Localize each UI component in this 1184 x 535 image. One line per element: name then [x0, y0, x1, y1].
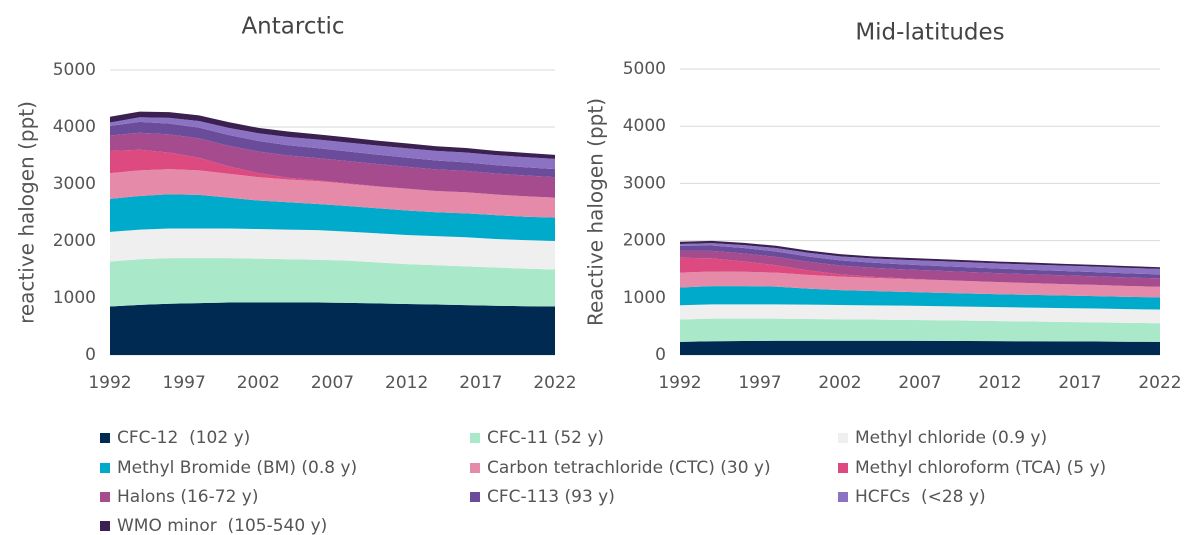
- area: [680, 340, 1160, 355]
- x-tick-label: 1997: [163, 373, 206, 393]
- x-tick-label: 2017: [459, 373, 502, 393]
- legend-label: Methyl chloroform (TCA) (5 y): [855, 458, 1106, 478]
- area: [110, 117, 555, 170]
- legend-swatch: [100, 433, 110, 443]
- x-tick-label: 2002: [237, 373, 280, 393]
- y-tick-label: 1000: [623, 288, 666, 308]
- area: [110, 194, 555, 241]
- area: [110, 121, 555, 178]
- x-tick-label: 2012: [385, 373, 428, 393]
- legend-label: CFC-113 (93 y): [487, 487, 615, 507]
- y-tick-label: 4000: [53, 117, 96, 137]
- legend-swatch: [470, 492, 480, 502]
- legend-label: Methyl chloride (0.9 y): [855, 428, 1047, 448]
- legend-swatch: [470, 433, 480, 443]
- chart-title: Antarctic: [241, 14, 344, 40]
- x-tick-label: 2002: [818, 373, 861, 393]
- legend-swatch: [838, 433, 848, 443]
- area: [680, 243, 1160, 275]
- y-tick-label: 0: [655, 345, 666, 365]
- legend-label: WMO minor (105-540 y): [117, 516, 327, 535]
- x-tick-label: 2007: [311, 373, 354, 393]
- legend-label: CFC-12 (102 y): [117, 428, 250, 448]
- y-tick-label: 3000: [53, 174, 96, 194]
- y-axis-label: Reactive halogen (ppt): [584, 98, 608, 326]
- legend-label: Halons (16-72 y): [117, 487, 259, 507]
- y-tick-label: 2000: [623, 231, 666, 251]
- area: [680, 304, 1160, 324]
- area: [110, 258, 555, 307]
- area: [110, 302, 555, 355]
- y-tick-label: 0: [85, 345, 96, 365]
- legend-label: Carbon tetrachloride (CTC) (30 y): [487, 458, 771, 478]
- x-tick-label: 2022: [533, 373, 576, 393]
- x-tick-label: 1992: [658, 373, 701, 393]
- x-tick-label: 2022: [1138, 373, 1181, 393]
- legend-swatch: [838, 463, 848, 473]
- legend-swatch: [100, 463, 110, 473]
- legend-label: Methyl Bromide (BM) (0.8 y): [117, 458, 357, 478]
- area: [680, 245, 1160, 279]
- area: [110, 132, 555, 198]
- area: [680, 250, 1160, 287]
- legend-swatch: [838, 492, 848, 502]
- area: [680, 271, 1160, 298]
- x-tick-label: 1997: [738, 373, 781, 393]
- area: [110, 149, 555, 198]
- legend-swatch: [100, 521, 110, 531]
- y-tick-label: 4000: [623, 116, 666, 136]
- legend-label: CFC-11 (52 y): [487, 428, 604, 448]
- y-tick-label: 3000: [623, 173, 666, 193]
- x-tick-label: 1992: [88, 373, 131, 393]
- legend-label: HCFCs (<28 y): [855, 487, 986, 507]
- y-tick-label: 5000: [623, 59, 666, 79]
- area: [110, 228, 555, 270]
- x-tick-label: 2017: [1058, 373, 1101, 393]
- y-tick-label: 2000: [53, 231, 96, 251]
- y-tick-label: 1000: [53, 288, 96, 308]
- legend-swatch: [470, 463, 480, 473]
- x-tick-label: 2007: [898, 373, 941, 393]
- y-axis-label: reactive halogen (ppt): [15, 101, 39, 324]
- y-tick-label: 5000: [53, 60, 96, 80]
- area: [110, 169, 555, 218]
- area: [680, 257, 1160, 287]
- x-tick-label: 2012: [978, 373, 1021, 393]
- area: [110, 111, 555, 159]
- chart-title: Mid-latitudes: [855, 20, 1004, 46]
- area: [680, 318, 1160, 342]
- legend-swatch: [100, 492, 110, 502]
- area: [680, 240, 1160, 269]
- area: [680, 286, 1160, 310]
